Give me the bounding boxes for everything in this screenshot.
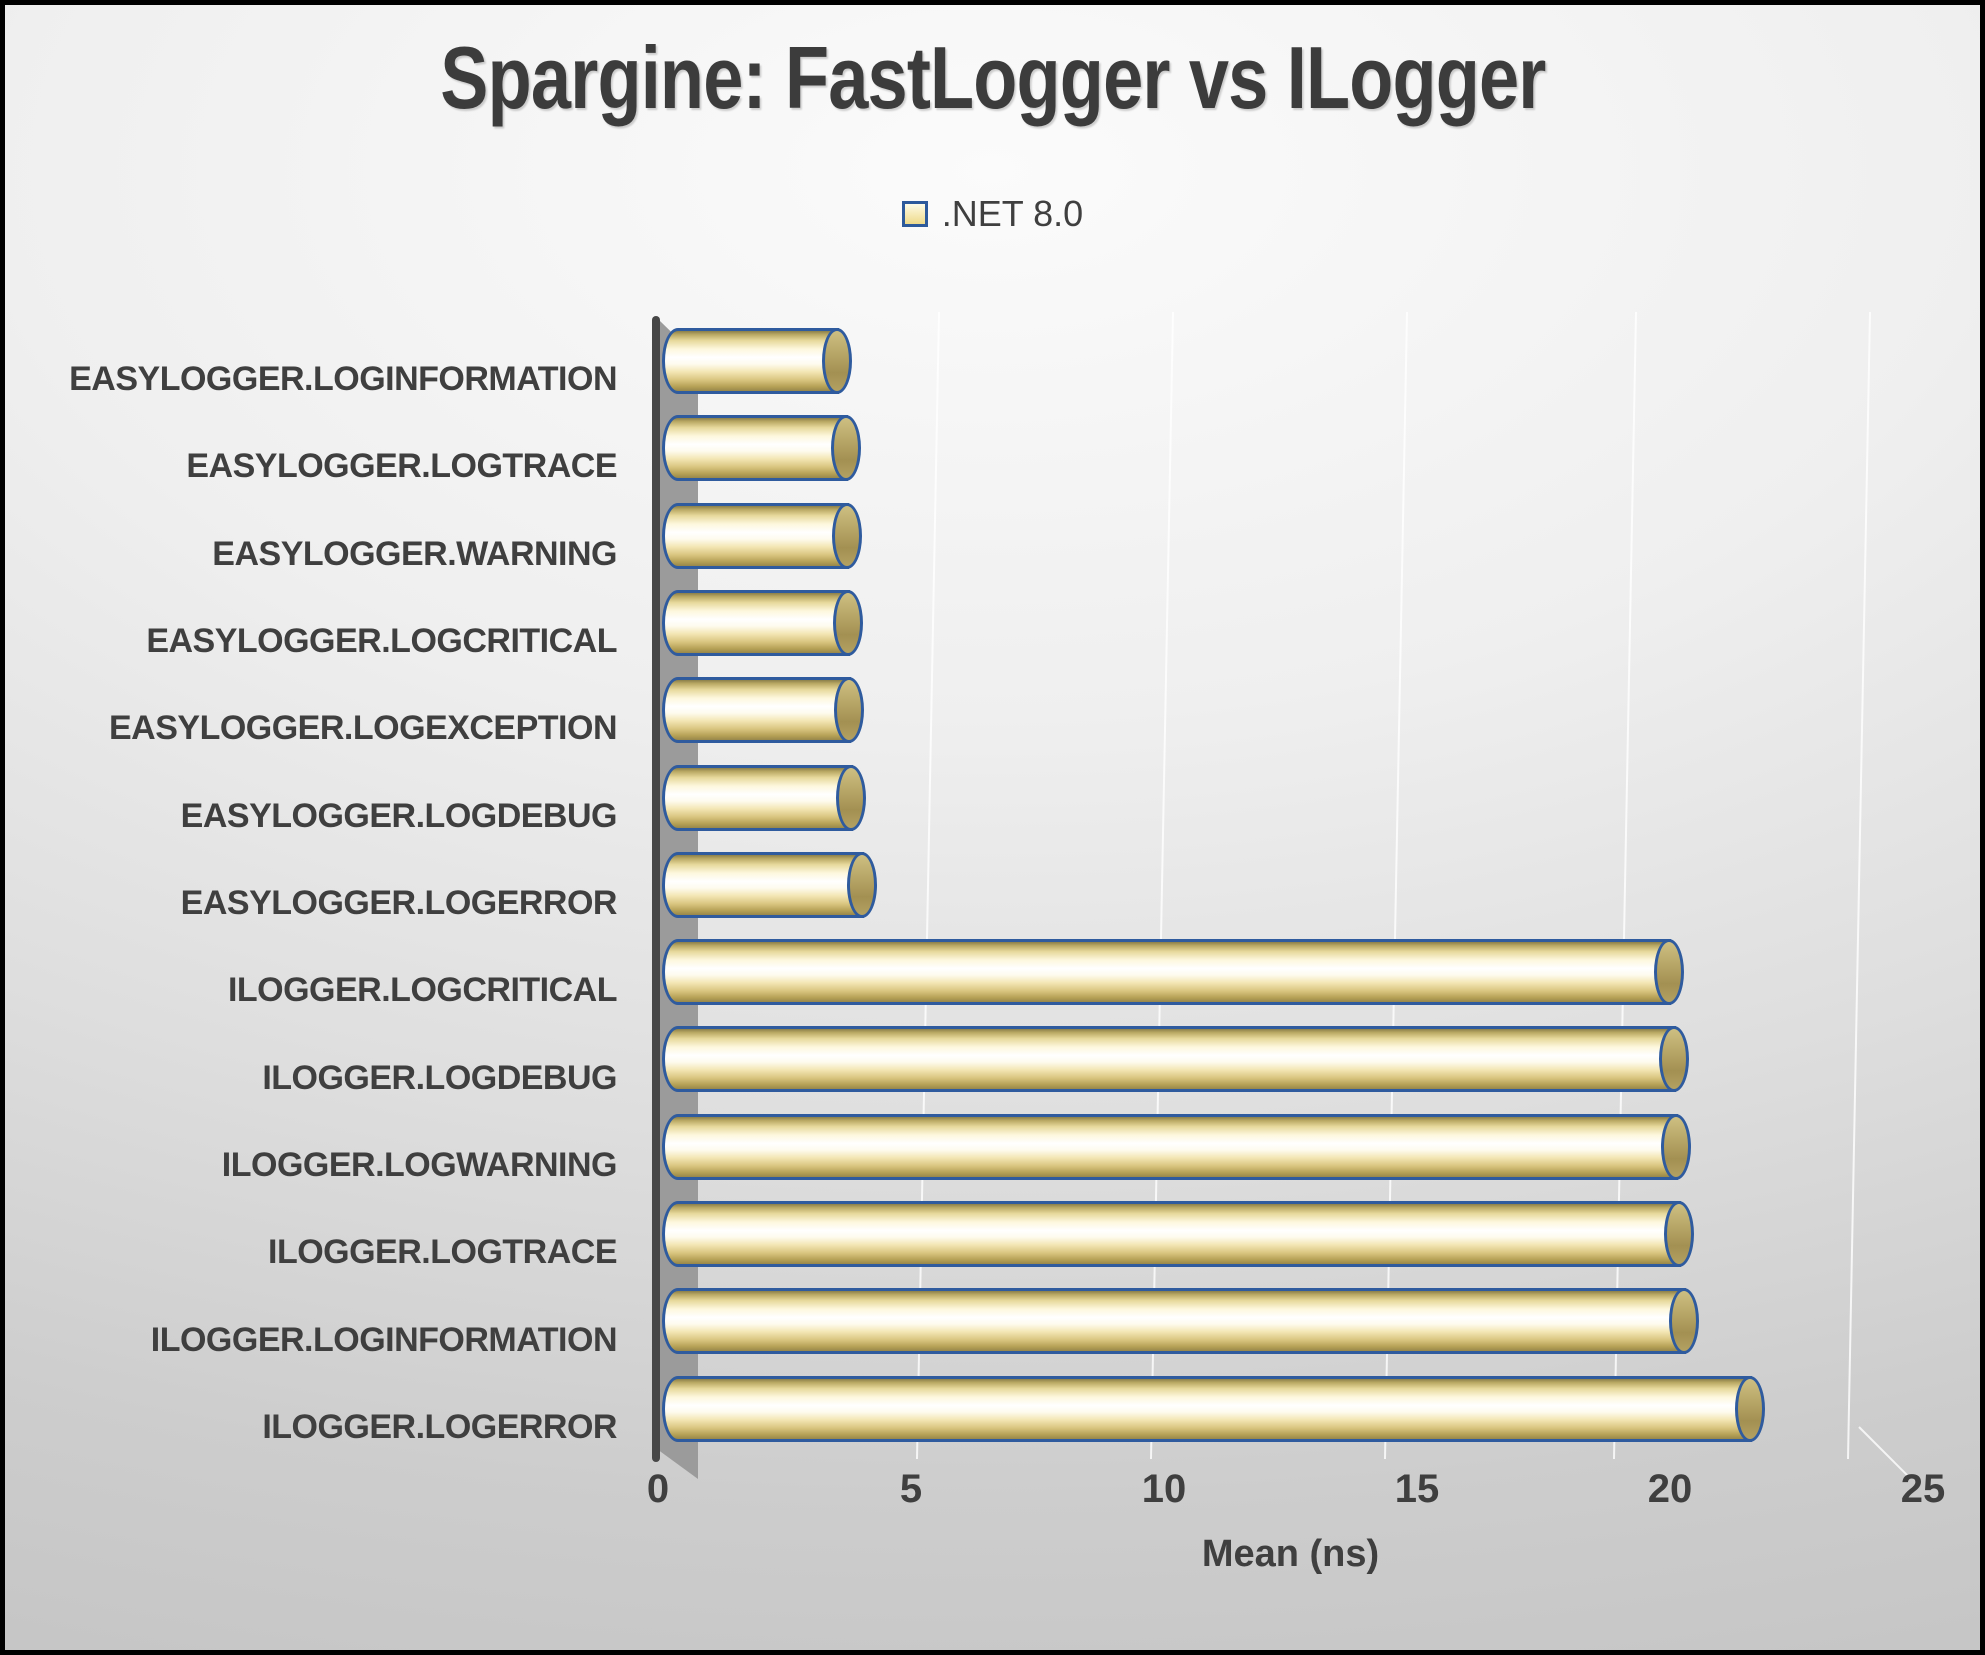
- bar-row: [658, 318, 1923, 405]
- bar-row: [658, 667, 1923, 754]
- bar: [662, 677, 865, 744]
- bar-body: [662, 677, 852, 744]
- bar: [662, 764, 866, 831]
- x-axis-ticks: 0 5 10 15 20 25: [647, 1467, 1945, 1517]
- bar-row: [658, 493, 1923, 580]
- bar-body: [662, 851, 864, 918]
- category-label: EASYLOGGER.WARNING: [212, 534, 617, 573]
- bar: [662, 1288, 1700, 1355]
- bar: [662, 328, 852, 394]
- bar-cap: [1664, 1201, 1695, 1267]
- bar-body: [662, 502, 849, 569]
- bar-body: [662, 1201, 1682, 1267]
- y-axis-line: [652, 316, 660, 1462]
- bar-body: [662, 589, 850, 656]
- bar-cap: [834, 677, 865, 744]
- x-tick-label: 10: [1141, 1467, 1187, 1511]
- category-label: EASYLOGGER.LOGDEBUG: [180, 796, 618, 835]
- bar-body: [662, 328, 839, 394]
- x-tick-label: 5: [899, 1467, 923, 1511]
- legend-label: .NET 8.0: [941, 193, 1084, 234]
- bar-row: [658, 929, 1923, 1016]
- bar-row: [658, 1016, 1923, 1103]
- bar-cap: [1660, 1113, 1691, 1180]
- bar-cap: [830, 415, 861, 482]
- category-label: ILOGGER.LOGTRACE: [268, 1233, 618, 1272]
- x-tick-label: 0: [646, 1467, 670, 1511]
- bar-row: [658, 1278, 1923, 1365]
- category-label: EASYLOGGER.LOGINFORMATION: [69, 360, 617, 399]
- category-label: ILOGGER.LOGERROR: [262, 1407, 617, 1446]
- bar-cap: [821, 328, 852, 394]
- chart-title: Spargine: FastLogger vs ILogger: [5, 27, 1980, 129]
- category-labels-column: EASYLOGGER.LOGINFORMATION EASYLOGGER.LOGT…: [13, 318, 617, 1453]
- bar-cap: [1654, 939, 1685, 1006]
- bar-body: [662, 1288, 1687, 1355]
- bar-row: [658, 1366, 1923, 1453]
- bar-body: [662, 1113, 1678, 1180]
- category-label: ILOGGER.LOGINFORMATION: [150, 1320, 618, 1359]
- x-axis-title: Mean (ns): [1201, 1533, 1380, 1575]
- bar-cap: [835, 764, 866, 831]
- bar-cap: [846, 851, 877, 918]
- bar-body: [662, 415, 848, 482]
- bar-row: [658, 1191, 1923, 1278]
- bar: [662, 589, 863, 656]
- bar-cap: [832, 589, 863, 656]
- category-label: ILOGGER.LOGCRITICAL: [227, 971, 618, 1010]
- legend: .NET 8.0: [5, 193, 1980, 235]
- bar: [662, 502, 862, 569]
- bar: [662, 1113, 1691, 1180]
- x-tick-label: 25: [1900, 1467, 1946, 1511]
- chart-title-text: Spargine: FastLogger vs ILogger: [439, 28, 1546, 127]
- x-tick-label: 15: [1394, 1467, 1440, 1511]
- x-tick-label: 20: [1647, 1467, 1693, 1511]
- bar-row: [658, 580, 1923, 667]
- bar-body: [662, 1375, 1753, 1442]
- bar: [662, 1201, 1695, 1267]
- legend-swatch-icon: [901, 201, 928, 227]
- bar: [662, 1375, 1766, 1442]
- category-label: EASYLOGGER.LOGTRACE: [186, 447, 617, 486]
- bar: [662, 851, 877, 918]
- bar: [662, 1026, 1690, 1093]
- bar-body: [662, 1026, 1677, 1093]
- bar: [662, 939, 1685, 1006]
- bar-row: [658, 755, 1923, 842]
- bar-cap: [1659, 1026, 1690, 1093]
- plot-area: [658, 312, 1923, 1479]
- category-label: ILOGGER.LOGDEBUG: [262, 1058, 617, 1097]
- bar-body: [662, 939, 1672, 1006]
- bar-row: [658, 405, 1923, 492]
- category-label: ILOGGER.LOGWARNING: [221, 1145, 618, 1184]
- bar-body: [662, 764, 853, 831]
- category-label: EASYLOGGER.LOGERROR: [180, 884, 618, 923]
- category-label: EASYLOGGER.LOGEXCEPTION: [108, 709, 618, 748]
- bar-cap: [831, 502, 862, 569]
- bar: [662, 415, 861, 482]
- bar-cap: [1735, 1375, 1766, 1442]
- bar-row: [658, 842, 1923, 929]
- bar-cap: [1669, 1288, 1700, 1355]
- category-label: EASYLOGGER.LOGCRITICAL: [146, 622, 617, 661]
- bar-row: [658, 1104, 1923, 1191]
